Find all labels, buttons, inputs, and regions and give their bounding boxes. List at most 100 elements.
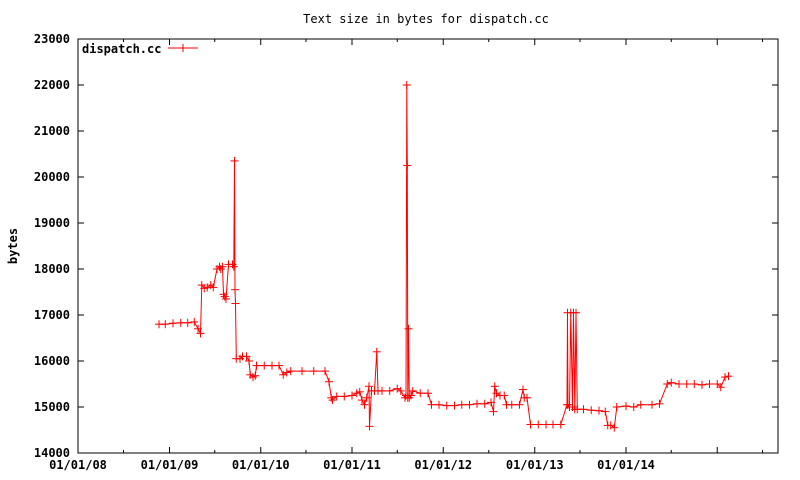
y-tick-label: 19000	[34, 216, 70, 230]
data-point-marker	[500, 391, 509, 400]
data-point-marker	[487, 398, 495, 407]
y-tick-label: 17000	[34, 308, 70, 322]
data-point-marker	[587, 406, 596, 415]
data-point-marker	[161, 320, 170, 329]
data-point-marker	[404, 324, 413, 333]
data-point-marker	[365, 382, 373, 391]
x-tick-label: 01/01/12	[414, 458, 472, 472]
data-point-marker	[427, 400, 436, 409]
data-point-marker	[675, 380, 683, 388]
data-point-marker	[698, 380, 706, 389]
data-point-marker	[610, 423, 619, 432]
data-point-marker	[450, 401, 459, 410]
data-point-marker	[252, 361, 261, 370]
data-point-marker	[365, 422, 374, 431]
data-point-marker	[340, 392, 349, 401]
data-point-marker	[282, 368, 291, 377]
data-point-marker	[360, 400, 369, 409]
data-point-marker	[407, 391, 415, 400]
data-point-marker	[705, 380, 714, 388]
legend-label-dispatch-cc: dispatch.cc	[82, 42, 161, 56]
chart-title: Text size in bytes for dispatch.cc	[303, 12, 549, 26]
y-tick-label: 18000	[34, 262, 70, 276]
data-point-marker	[435, 400, 443, 409]
y-tick-label: 20000	[34, 170, 70, 184]
data-point-marker	[556, 420, 565, 429]
series-line-dispatch-cc	[159, 84, 729, 429]
data-point-marker	[648, 400, 656, 409]
data-point-marker	[655, 399, 664, 408]
y-tick-label: 23000	[34, 32, 70, 46]
data-point-marker	[251, 371, 260, 380]
data-point-marker	[622, 402, 630, 411]
data-point-marker	[402, 81, 411, 89]
data-point-marker	[378, 386, 386, 395]
data-point-marker	[230, 156, 239, 165]
data-point-marker	[612, 403, 621, 411]
data-point-marker	[682, 380, 691, 388]
x-tick-label: 01/01/09	[141, 458, 199, 472]
data-point-marker	[372, 347, 381, 356]
data-point-marker	[309, 367, 318, 376]
y-axis: 14000 15000 16000 17000 18000 19000 20000 21000…	[34, 32, 778, 460]
data-point-marker	[489, 407, 498, 416]
data-point-marker	[321, 367, 329, 376]
data-point-marker	[549, 420, 557, 429]
data-point-marker	[275, 361, 283, 370]
data-point-marker	[579, 405, 588, 414]
data-point-marker	[222, 294, 230, 303]
legend-swatch-marker	[179, 44, 187, 52]
data-point-marker	[348, 391, 356, 400]
x-tick-label: 01/01/11	[323, 458, 381, 472]
data-point-marker	[490, 382, 499, 391]
data-point-marker	[190, 317, 199, 326]
data-point-marker	[595, 406, 603, 415]
data-point-marker	[362, 393, 371, 402]
data-point-marker	[176, 318, 185, 327]
data-point-marker	[721, 373, 729, 382]
data-point-marker	[473, 399, 481, 408]
plot-area-border	[77, 38, 779, 454]
data-point-marker	[408, 386, 417, 395]
data-point-marker	[245, 357, 253, 365]
data-point-marker	[183, 318, 192, 327]
y-axis-label: bytes	[6, 228, 20, 264]
data-point-marker	[169, 319, 177, 328]
data-point-marker	[690, 380, 699, 388]
data-point-marker	[716, 383, 725, 392]
data-point-marker	[636, 400, 645, 409]
data-point-marker	[286, 367, 295, 376]
data-point-marker	[268, 361, 276, 370]
data-point-marker	[523, 393, 531, 402]
data-point-marker	[218, 262, 227, 271]
data-point-marker	[572, 308, 580, 317]
data-point-marker	[385, 386, 394, 395]
data-point-marker	[629, 403, 638, 411]
data-point-marker	[231, 285, 239, 294]
data-point-marker	[229, 262, 238, 271]
data-point-marker	[424, 389, 432, 398]
data-point-marker	[663, 380, 672, 388]
data-point-marker	[542, 420, 550, 429]
data-point-marker	[519, 385, 527, 394]
legend: dispatch.cc	[82, 42, 198, 56]
data-point-marker	[260, 361, 269, 370]
data-point-marker	[396, 386, 405, 395]
data-point-marker	[534, 420, 543, 429]
y-tick-label: 21000	[34, 124, 70, 138]
x-tick-label: 01/01/14	[597, 458, 655, 472]
y-tick-label: 15000	[34, 400, 70, 414]
data-point-marker	[358, 396, 366, 405]
y-tick-label: 14000	[34, 446, 70, 460]
data-point-marker	[242, 352, 251, 361]
y-tick-label: 16000	[34, 354, 70, 368]
data-point-marker	[298, 367, 306, 376]
x-axis: 01/01/08 01/01/09 01/01/10 01/01/11 01/01/12…	[49, 39, 763, 472]
data-point-marker	[526, 420, 535, 429]
data-point-marker	[194, 324, 202, 333]
x-tick-label: 01/01/13	[506, 458, 564, 472]
data-point-marker	[465, 400, 474, 409]
data-point-marker	[713, 380, 722, 388]
x-tick-label: 01/01/08	[49, 458, 107, 472]
